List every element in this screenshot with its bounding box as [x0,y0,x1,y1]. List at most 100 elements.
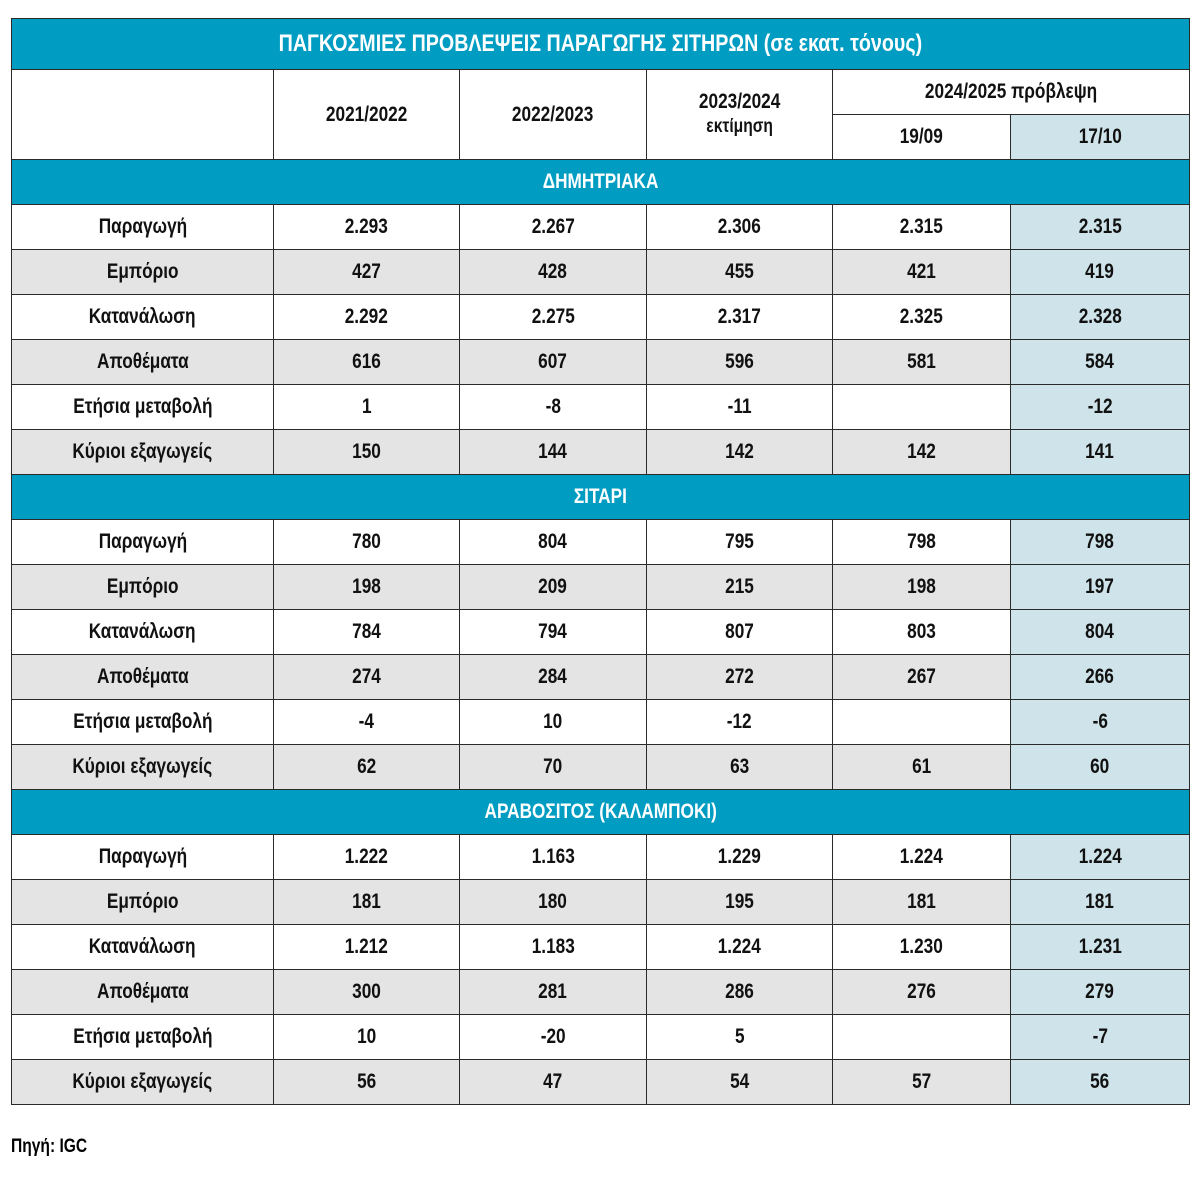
value-cell: 54 [646,1059,833,1105]
cell-value: -8 [545,395,561,418]
cell-value: -12 [727,710,752,733]
header-date-1: 19/09 [899,125,944,148]
cell-value: -6 [1092,710,1108,733]
cell-value: 284 [538,665,568,688]
value-cell: 428 [459,249,647,295]
cell-value: 428 [538,260,568,283]
section-header-row: ΣΙΤΑΡΙ [10,474,1191,520]
cell-value: 197 [1085,575,1115,598]
cell-value: 807 [725,620,754,643]
table-row: Αποθέματα 300 281 286 276 279 [11,969,1191,1015]
row-label-cell: Εμπόριο [11,249,274,295]
value-cell: 1.224 [1009,834,1191,880]
row-label-cell: Αποθέματα [11,339,274,385]
row-label: Εμπόριο [106,890,179,913]
value-cell: 47 [459,1059,647,1105]
row-label: Ετήσια μεταβολή [72,395,213,418]
cell-value: 215 [725,575,754,598]
cell-value: 1.222 [344,845,389,868]
value-cell: 419 [1009,249,1191,295]
value-cell: -4 [273,699,460,745]
header-forecast: 2024/2025 πρόβλεψη [924,80,1098,103]
header-year-2: 2022/2023 [512,102,594,126]
cell-value: 2.315 [1078,215,1122,238]
table-row: Κύριοι εξαγωγείς 150 144 142 142 141 [11,429,1191,475]
value-cell: 279 [1009,969,1191,1015]
table-row: Ετήσια μεταβολή 1 -8 -11 -12 [11,384,1191,430]
cell-value: 795 [725,530,754,553]
cell-value: 1 [361,395,372,418]
value-cell: 209 [459,564,647,610]
value-cell: 2.315 [832,204,1011,250]
value-cell: -8 [459,384,647,430]
cell-value: 209 [538,575,568,598]
row-label: Ετήσια μεταβολή [72,1025,213,1048]
value-cell: 57 [832,1059,1011,1105]
value-cell: 10 [273,1014,460,1060]
table-row: Αποθέματα 274 284 272 267 266 [11,654,1191,700]
cell-value: 1.212 [344,935,389,958]
table-row: Παραγωγή 1.222 1.163 1.229 1.224 1.224 [11,834,1191,880]
cell-value: 10 [356,1025,377,1048]
table-row: Κατανάλωση 2.292 2.275 2.317 2.325 2.328 [11,294,1191,340]
table-row: Ετήσια μεταβολή -4 10 -12 -6 [11,699,1191,745]
value-cell: 267 [832,654,1011,700]
cell-value: 2.315 [899,215,944,238]
cell-value: 421 [907,260,936,283]
table-row: Εμπόριο 181 180 195 181 181 [11,879,1191,925]
cell-value: 455 [725,260,754,283]
value-cell: 607 [459,339,647,385]
header-subrow: 19/09 17/10 [12,114,1191,160]
cell-value: 266 [1085,665,1115,688]
cell-value: 54 [729,1070,750,1093]
value-cell: 1.222 [273,834,460,880]
cell-value: -11 [727,395,752,418]
value-cell: 180 [459,879,647,925]
value-cell: 804 [459,519,647,565]
cell-value: 1.183 [531,935,575,958]
cell-value: 10 [543,710,563,733]
cell-value: 804 [1085,620,1115,643]
cell-value: 1.224 [717,935,762,958]
cell-value: 279 [1085,980,1115,1003]
row-label: Κύριοι εξαγωγείς [72,755,213,778]
value-cell [832,1014,1011,1060]
cell-value: 419 [1085,260,1115,283]
row-label-cell: Αποθέματα [11,654,274,700]
value-cell [832,699,1011,745]
table-row: Αποθέματα 616 607 596 581 584 [11,339,1191,385]
value-cell: 784 [273,609,460,655]
cell-value: 804 [538,530,568,553]
value-cell: 215 [646,564,833,610]
value-cell: -12 [646,699,833,745]
cell-value: 780 [352,530,381,553]
row-label: Αποθέματα [96,980,189,1003]
value-cell: 281 [459,969,647,1015]
cell-value: 2.293 [344,215,389,238]
row-label: Ετήσια μεταβολή [72,710,213,733]
cell-value: 150 [352,440,381,463]
cell-value: 70 [543,755,563,778]
row-label: Κατανάλωση [89,620,196,643]
cell-value: 616 [352,350,381,373]
section-header-cell: ΔΗΜΗΤΡΙΑΚΑ [10,159,1191,205]
cell-value: 181 [1085,890,1115,913]
table-row: Παραγωγή 2.293 2.267 2.306 2.315 2.315 [11,204,1191,250]
value-cell: 181 [832,879,1011,925]
cell-value: 784 [352,620,381,643]
section-title: ΣΙΤΑΡΙ [573,485,628,508]
value-cell: 10 [459,699,647,745]
value-cell: 421 [832,249,1011,295]
table-row: Ετήσια μεταβολή 10 -20 5 -7 [11,1014,1191,1060]
table-row: Κατανάλωση 784 794 807 803 804 [11,609,1191,655]
cell-value: 1.229 [717,845,762,868]
row-label: Παραγωγή [98,845,187,868]
value-cell: 198 [832,564,1011,610]
cell-value: 2.267 [531,215,575,238]
header-year-1: 2021/2022 [325,102,408,126]
value-cell: 2.267 [459,204,647,250]
section-header-cell: ΑΡΑΒΟΣΙΤΟΣ (ΚΑΛΑΜΠΟΚΙ) [10,789,1191,835]
cell-value: 300 [352,980,381,1003]
row-label: Παραγωγή [98,530,187,553]
row-label: Αποθέματα [96,350,189,373]
